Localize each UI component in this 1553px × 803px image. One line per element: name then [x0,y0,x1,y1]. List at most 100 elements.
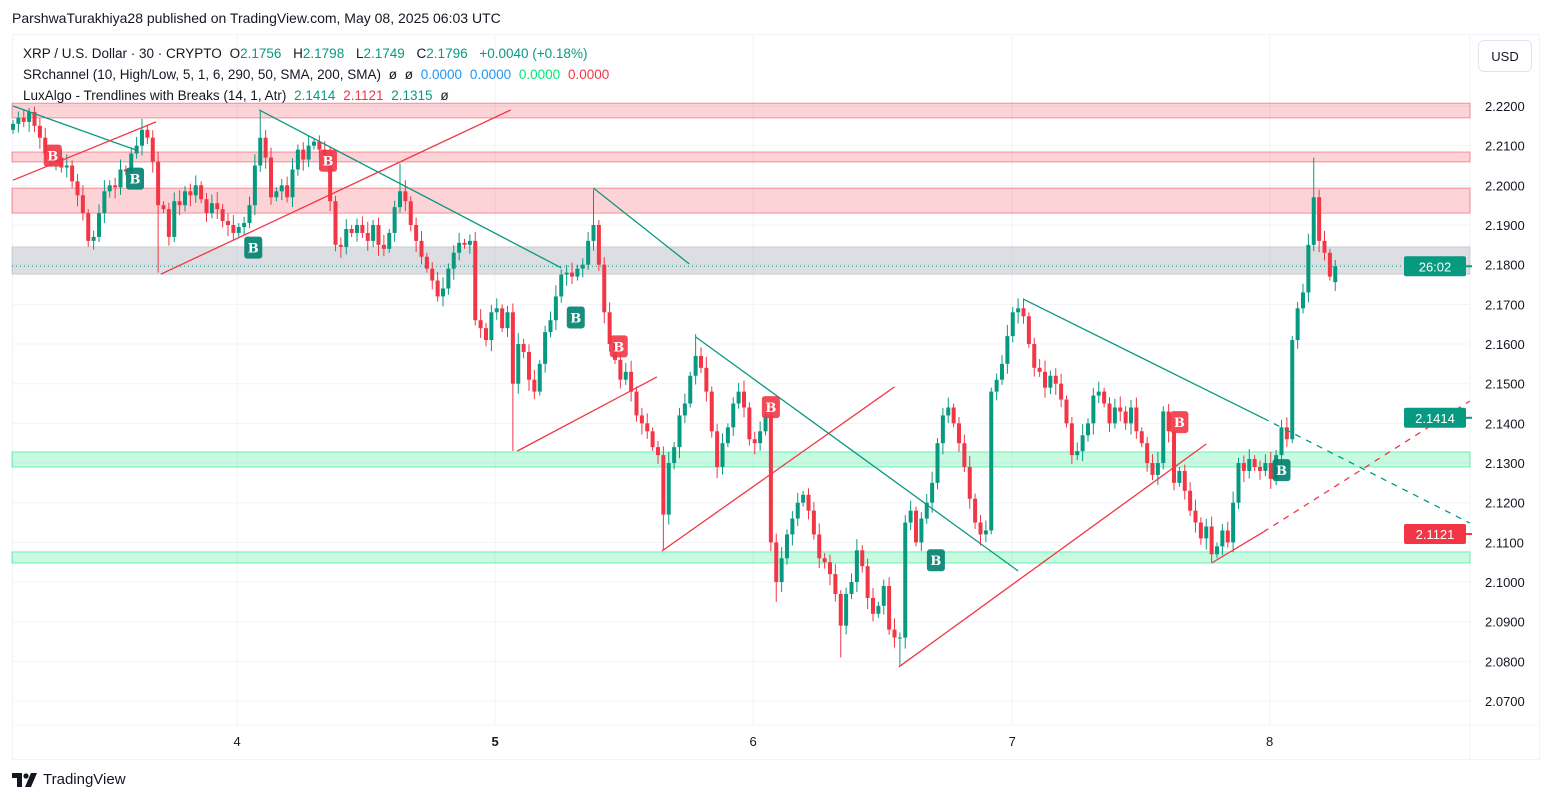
candle-body [924,502,929,519]
candle-body [226,221,230,226]
candle-body [123,169,128,172]
candle-body [64,165,69,168]
price-tick-label: 2.2100 [1485,139,1525,154]
price-tick-label: 2.1700 [1485,297,1525,312]
candle-body [32,111,37,126]
break-label-text: B [613,340,624,355]
price-axis-badge-text: 2.1414 [1415,411,1455,426]
close-label: C [416,46,427,61]
candle-body [21,117,26,122]
price-axis-badge-text: 2.1121 [1416,527,1455,542]
candle-body [258,137,263,166]
candle-body [1134,407,1139,432]
indicator-value: 0.0000 [420,67,463,82]
indicator-luxalgo[interactable]: LuxAlgo - Trendlines with Breaks (14, 1,… [23,87,453,104]
sr-zone-neutral [11,246,1471,275]
candle-body [37,125,42,138]
candle-body [1231,502,1236,543]
sr-zones [11,102,1471,564]
candle-body [204,199,209,214]
candle-body [1284,427,1289,440]
candle-body [795,502,800,519]
candle-body [1064,399,1069,424]
candle-body [951,407,956,424]
candle-body [1150,463,1155,475]
candle-body [80,195,85,214]
currency-button[interactable]: USD [1478,40,1532,72]
break-label-bg [926,549,945,572]
candle-body [559,274,564,297]
candle-body [328,157,333,202]
break-labels: B B B B B B B B B B [43,144,1291,572]
indicator-value: ø [404,67,413,82]
candle-body [1172,431,1176,483]
indicator-srchannel[interactable]: SRchannel (10, High/Low, 5, 1, 6, 290, 5… [23,66,613,83]
candle-body [489,312,494,341]
time-tick-label: 8 [1266,734,1273,749]
candle-body [634,391,639,416]
candle-body [457,242,462,253]
candle-body [736,391,741,404]
candle-body [274,191,279,198]
candle-body [962,443,967,467]
candle-body [645,423,650,432]
price-axis-badge [1404,524,1466,545]
candle-body [1247,459,1252,471]
candle-body [183,191,187,206]
candle-body [1258,466,1262,471]
symbol-title[interactable]: XRP / U.S. Dollar · 30 · CRYPTO [23,46,222,61]
candle-body [983,530,988,535]
candle-body [510,312,515,384]
candle-body [607,312,612,345]
price-badges: 26:02 2.1414 2.1121 [1404,256,1472,545]
candle-body [1123,411,1128,424]
candle-body [1145,443,1150,464]
candle-body [521,344,526,352]
candle-body [500,308,505,329]
price-tick-label: 2.1000 [1485,575,1525,590]
price-tick-label: 2.1100 [1485,535,1524,550]
candle-body [306,145,311,160]
time-tick-label: 5 [492,734,499,749]
candle-body [1241,463,1246,471]
candle-body [817,534,822,559]
sr-zone-support [11,551,1471,564]
candle-body [1139,431,1144,444]
candle-body [424,256,429,269]
candle-body [484,328,488,341]
price-tick-label: 2.1500 [1485,377,1525,392]
candle-body [564,272,569,275]
candle-body [1048,375,1053,388]
candle-body [967,466,972,499]
candle-body [1306,244,1311,293]
candle-body [1107,403,1112,424]
candle-body [656,447,660,456]
candle-body [763,415,768,432]
candle-body [989,391,994,531]
candle-body [871,597,875,614]
candle-body [295,149,300,170]
price-tick-label: 2.1200 [1485,496,1525,511]
candle-body [618,359,623,380]
candle-body [1112,407,1117,424]
price-tick-label: 2.0700 [1485,694,1525,709]
time-tick-label: 6 [750,734,757,749]
candle-body [107,185,112,192]
candle-body [833,574,838,594]
candle-body [586,240,591,265]
candle-body [430,268,435,281]
break-label-text: B [322,155,333,170]
break-label-down: B [43,144,62,167]
candle-body [86,213,91,241]
candle-body [801,494,806,503]
price-tick-label: 2.1900 [1485,218,1525,233]
trendline [516,376,658,452]
candle-body [252,165,257,206]
candle-body [973,498,978,523]
candle-body [333,201,338,245]
break-label-bg [761,396,780,419]
candle-body [1043,371,1047,388]
candle-body [1118,407,1123,412]
indicator-value: 2.1414 [294,88,336,103]
